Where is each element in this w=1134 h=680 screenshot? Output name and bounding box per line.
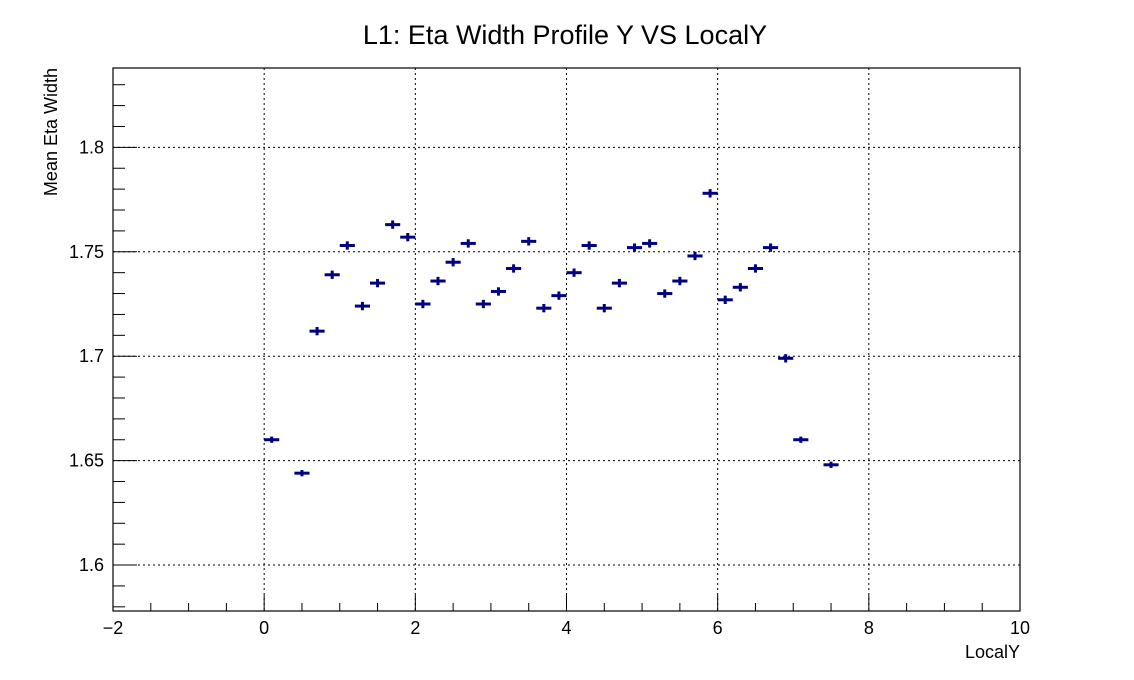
data-point bbox=[596, 303, 612, 313]
y-tick-label: 1.65 bbox=[69, 451, 104, 471]
data-point bbox=[687, 251, 703, 261]
y-axis-label: Mean Eta Width bbox=[41, 68, 61, 196]
x-tick-label: −2 bbox=[103, 618, 124, 638]
data-point bbox=[536, 303, 552, 313]
x-axis-label: LocalY bbox=[965, 642, 1020, 662]
data-point bbox=[430, 276, 446, 286]
x-tick-label: 4 bbox=[561, 618, 571, 638]
data-point bbox=[611, 278, 627, 288]
tick-labels: −2 0 2 4 6 8 10 1.6 1.65 1.7 1.75 1.8 bbox=[69, 137, 1030, 638]
data-point bbox=[551, 291, 567, 300]
x-tick-label: 8 bbox=[864, 618, 874, 638]
data-point bbox=[415, 299, 431, 309]
data-point bbox=[400, 232, 416, 242]
data-point bbox=[566, 268, 582, 277]
y-tick-label: 1.75 bbox=[69, 242, 104, 262]
data-point bbox=[717, 295, 733, 304]
x-tick-label: 0 bbox=[259, 618, 269, 638]
data-point bbox=[475, 299, 491, 309]
data-point bbox=[732, 283, 748, 292]
axis-ticks bbox=[112, 84, 1021, 611]
data-point bbox=[385, 220, 401, 229]
data-point bbox=[506, 264, 522, 273]
data-point bbox=[460, 239, 476, 248]
chart-title: L1: Eta Width Profile Y VS LocalY bbox=[363, 20, 767, 50]
data-point bbox=[657, 289, 673, 298]
data-point bbox=[581, 241, 597, 250]
data-point bbox=[823, 461, 839, 468]
data-point bbox=[324, 270, 340, 279]
data-point bbox=[294, 470, 310, 477]
y-tick-label: 1.8 bbox=[79, 137, 104, 157]
data-markers bbox=[264, 189, 839, 477]
y-tick-label: 1.7 bbox=[79, 346, 104, 366]
data-point bbox=[626, 243, 643, 252]
data-point bbox=[445, 258, 461, 267]
data-point bbox=[490, 287, 507, 296]
x-tick-label: 2 bbox=[410, 618, 420, 638]
data-point bbox=[354, 301, 370, 311]
x-tick-label: 6 bbox=[713, 618, 723, 638]
x-tick-label: 10 bbox=[1010, 618, 1030, 638]
data-point bbox=[793, 436, 809, 443]
data-point bbox=[747, 264, 764, 273]
data-point bbox=[672, 276, 688, 286]
data-point bbox=[369, 278, 386, 288]
data-point bbox=[309, 326, 325, 336]
plot-frame bbox=[112, 67, 1021, 612]
data-point bbox=[763, 243, 779, 252]
data-point bbox=[642, 239, 658, 248]
data-point bbox=[521, 237, 537, 246]
data-point bbox=[702, 189, 718, 198]
data-point bbox=[339, 241, 355, 250]
data-point bbox=[264, 436, 280, 443]
grid-lines bbox=[113, 68, 1020, 611]
y-tick-label: 1.6 bbox=[79, 555, 104, 575]
data-point bbox=[778, 354, 794, 363]
